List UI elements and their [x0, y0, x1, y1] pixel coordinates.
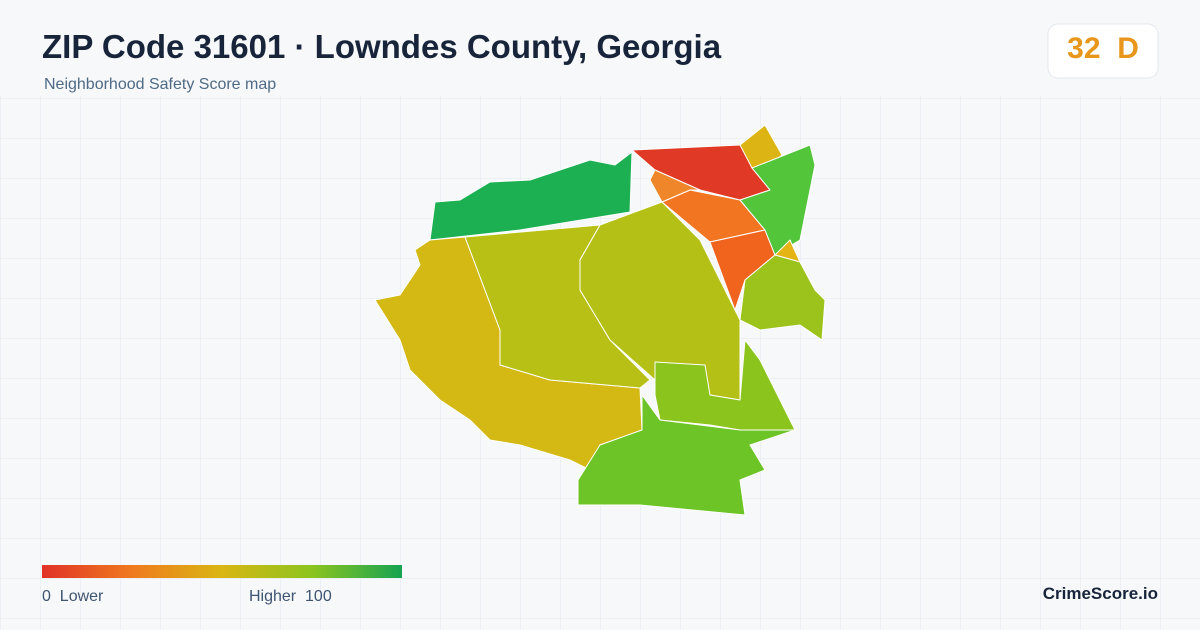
region: [577, 394, 796, 516]
score: 32: [1067, 32, 1101, 65]
badge-box: [1047, 23, 1159, 79]
region: [739, 144, 816, 256]
region: [429, 151, 633, 241]
legend-gradient: [42, 565, 402, 578]
legend-min: 0: [42, 588, 51, 605]
legend-high: Higher 100: [249, 588, 332, 606]
legend-low: 0 Lower: [42, 588, 103, 606]
region: [739, 254, 826, 341]
legend-min-label: Lower: [59, 588, 104, 605]
brand: CrimeScore.io: [1042, 584, 1158, 603]
regions: [374, 124, 826, 516]
legend-max: 100: [305, 588, 332, 605]
title: ZIP Code 31601 · Lowndes County, Georgia: [42, 28, 722, 65]
subtitle: Neighborhood Safety Score map: [44, 76, 277, 93]
badge: 32 D: [1048, 32, 1158, 66]
region: [649, 169, 701, 203]
legend-max-label: Higher: [249, 588, 297, 605]
grade: D: [1117, 32, 1139, 65]
